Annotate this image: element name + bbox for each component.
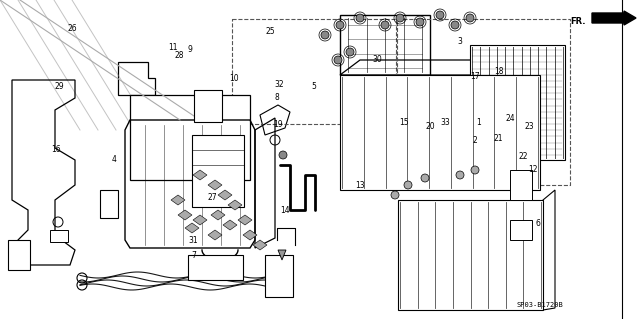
Text: 13: 13 — [355, 181, 365, 189]
Polygon shape — [208, 230, 222, 240]
Polygon shape — [253, 240, 267, 250]
Polygon shape — [171, 195, 185, 205]
Bar — [397, 19, 570, 185]
Text: 18: 18 — [495, 67, 504, 76]
Circle shape — [466, 14, 474, 22]
Bar — [130, 95, 250, 180]
Text: 4: 4 — [111, 155, 116, 164]
Text: 12: 12 — [529, 165, 538, 174]
Polygon shape — [178, 210, 192, 220]
Bar — [340, 75, 540, 190]
Bar — [470, 45, 565, 160]
Bar — [178, 108, 190, 166]
Text: 32: 32 — [275, 80, 285, 89]
Circle shape — [471, 166, 479, 174]
Text: 14: 14 — [280, 206, 291, 215]
Polygon shape — [243, 230, 257, 240]
Text: 3: 3 — [457, 37, 462, 46]
Circle shape — [321, 31, 329, 39]
Circle shape — [381, 21, 389, 29]
Bar — [8, 240, 30, 270]
Circle shape — [346, 48, 354, 56]
Circle shape — [334, 56, 342, 64]
Text: 19: 19 — [273, 120, 284, 129]
Circle shape — [451, 21, 459, 29]
Circle shape — [391, 191, 399, 199]
Polygon shape — [211, 210, 225, 220]
Bar — [100, 190, 118, 218]
Circle shape — [456, 171, 464, 179]
Circle shape — [421, 174, 429, 182]
Polygon shape — [218, 190, 232, 200]
Text: 33: 33 — [440, 118, 450, 127]
Polygon shape — [208, 180, 222, 190]
Polygon shape — [238, 215, 252, 225]
Text: 30: 30 — [372, 55, 383, 63]
Bar — [50, 230, 68, 242]
Bar — [163, 102, 177, 173]
Text: 17: 17 — [470, 72, 480, 81]
Text: 23: 23 — [524, 122, 534, 130]
Text: 10: 10 — [228, 74, 239, 83]
Text: FR.: FR. — [570, 18, 586, 26]
Circle shape — [356, 14, 364, 22]
Bar — [188, 255, 243, 280]
Text: 5: 5 — [311, 82, 316, 91]
Text: 1: 1 — [476, 118, 481, 127]
Text: 8: 8 — [274, 93, 279, 102]
Polygon shape — [223, 220, 237, 230]
Text: 6: 6 — [535, 219, 540, 228]
Bar — [510, 170, 532, 200]
FancyArrow shape — [592, 11, 636, 25]
Circle shape — [279, 151, 287, 159]
Circle shape — [436, 11, 444, 19]
Bar — [194, 90, 222, 122]
Polygon shape — [193, 215, 207, 225]
Bar — [265, 255, 293, 297]
Text: 25: 25 — [266, 27, 276, 36]
Circle shape — [336, 21, 344, 29]
Text: 20: 20 — [425, 122, 435, 130]
Bar — [510, 220, 532, 240]
Text: 27: 27 — [207, 193, 218, 202]
Polygon shape — [193, 170, 207, 180]
Text: 26: 26 — [67, 24, 77, 33]
Text: 7: 7 — [191, 251, 196, 260]
Text: 28: 28 — [175, 51, 184, 60]
Text: 21: 21 — [493, 134, 502, 143]
Polygon shape — [228, 200, 242, 210]
Bar — [232, 19, 396, 124]
Text: 22: 22 — [518, 152, 527, 161]
Circle shape — [404, 181, 412, 189]
Bar — [192, 135, 244, 207]
Text: SP03-B1720B: SP03-B1720B — [516, 302, 563, 308]
Text: 16: 16 — [51, 145, 61, 154]
Text: 9: 9 — [187, 45, 192, 54]
Text: 11: 11 — [169, 43, 178, 52]
Polygon shape — [278, 250, 286, 260]
Text: 15: 15 — [399, 118, 410, 127]
Text: 2: 2 — [472, 136, 477, 145]
Text: 31: 31 — [188, 236, 198, 245]
Circle shape — [396, 14, 404, 22]
Text: 24: 24 — [505, 114, 515, 122]
Text: 29: 29 — [54, 82, 64, 91]
Bar — [398, 200, 543, 310]
Polygon shape — [185, 223, 199, 233]
Circle shape — [416, 18, 424, 26]
